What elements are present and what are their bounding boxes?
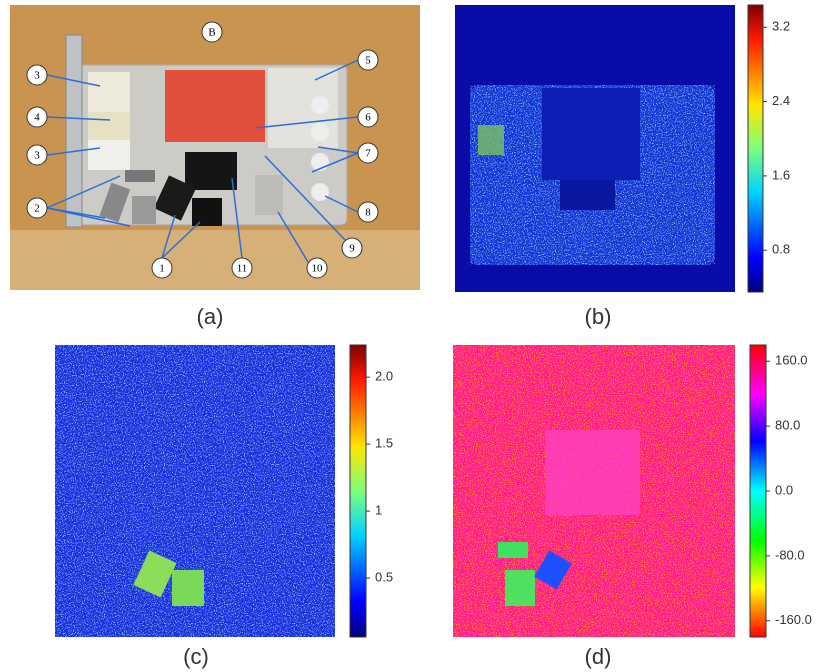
colorbar [349, 344, 367, 638]
colorbar-tick-label: 80.0 [775, 418, 800, 433]
callout-label: 1 [159, 263, 165, 275]
callout-circle [201, 21, 223, 43]
heatmap-c [55, 345, 335, 637]
callout-circle [357, 49, 379, 71]
callout-label: 3 [34, 70, 40, 82]
callout-circle [26, 64, 48, 86]
callout-label: 9 [349, 243, 355, 255]
colorbar [749, 344, 767, 638]
callout-label: 7 [365, 148, 371, 160]
callout-circle [357, 142, 379, 164]
callout-circle [151, 257, 173, 279]
callout-circle [26, 106, 48, 128]
callout-label: 8 [365, 207, 371, 219]
callout-circle [26, 144, 48, 166]
colorbar-tick-label: 0.5 [375, 570, 393, 585]
colorbar-tick-label: 1.6 [772, 167, 790, 182]
colorbar-tick-label: 1.5 [375, 436, 393, 451]
panel-label: (d) [585, 644, 612, 669]
colorbar-tick-label: 0.0 [775, 482, 793, 497]
panel-label: (b) [585, 304, 612, 329]
callout-circle [357, 106, 379, 128]
callout-circle [26, 197, 48, 219]
colorbar-tick-label: 2.0 [375, 369, 393, 384]
callout-circle [231, 257, 253, 279]
callout-label: 3 [34, 150, 40, 162]
callout-label: 11 [237, 263, 248, 275]
callout-label: 2 [34, 203, 40, 215]
panel-label: (c) [183, 644, 209, 669]
callout-label: 5 [365, 55, 371, 67]
colorbar-tick-label: -80.0 [775, 547, 805, 562]
colorbar [747, 4, 764, 293]
heatmap-d [453, 345, 735, 637]
colorbar-tick-label: 160.0 [775, 353, 808, 368]
callout-circle [341, 237, 363, 259]
colorbar-tick-label: 0.8 [772, 242, 790, 257]
callout-label: 10 [312, 263, 324, 275]
callout-label: 6 [365, 112, 371, 124]
colorbar-tick-label: 2.4 [772, 93, 790, 108]
callout-label: B [208, 27, 215, 39]
arrows [46, 59, 359, 263]
colorbar-tick-label: 1 [375, 503, 382, 518]
colorbar-tick-label: -160.0 [775, 612, 812, 627]
colorbar-tick-label: 3.2 [772, 19, 790, 34]
heatmap-b [455, 5, 735, 292]
panel-label: (a) [197, 304, 224, 329]
callout-circle [357, 201, 379, 223]
callout-circle [306, 257, 328, 279]
callout-label: 4 [34, 112, 40, 124]
